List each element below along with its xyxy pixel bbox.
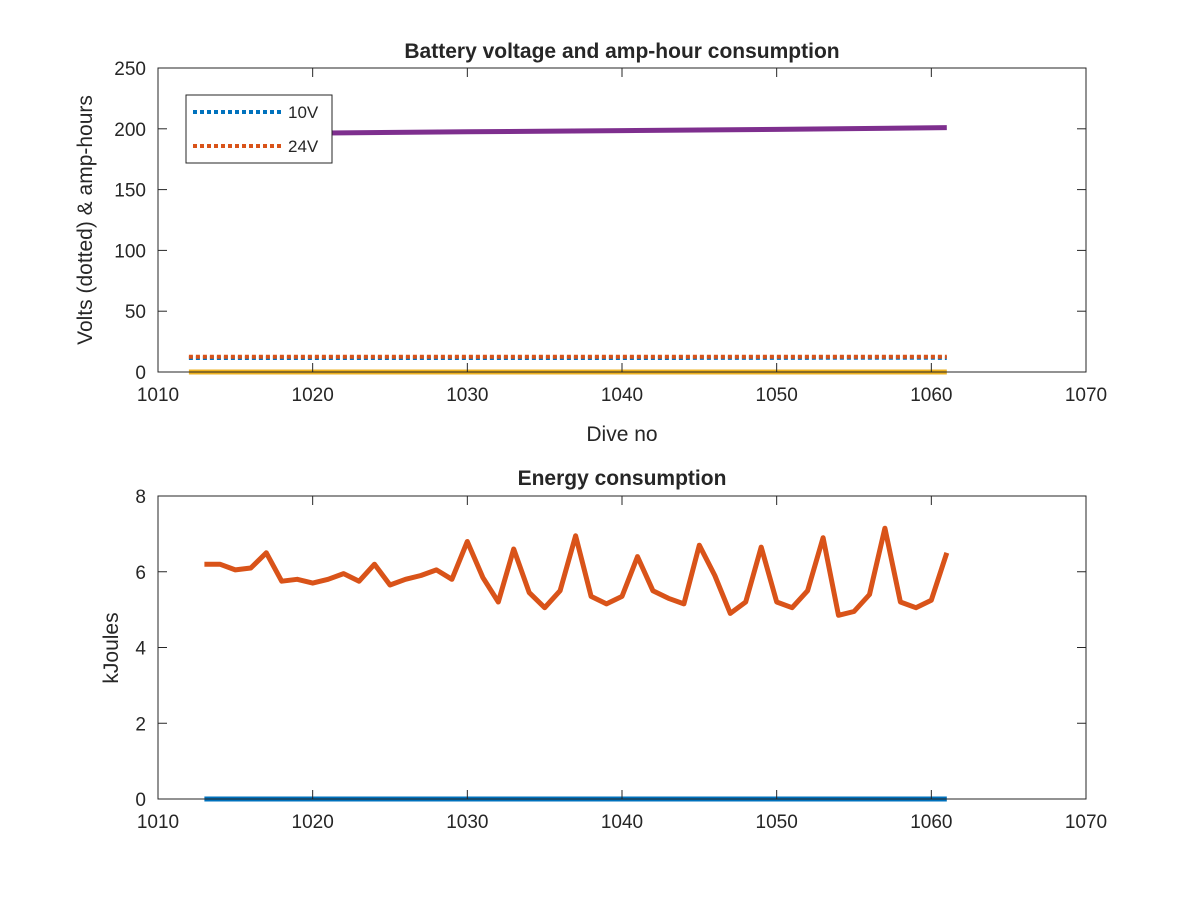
energy-x-tick-label: 1070 (1065, 812, 1107, 833)
voltage-y-tick-label: 0 (135, 363, 146, 384)
voltage-y-tick-label: 50 (125, 302, 146, 323)
voltage-x-tick-label: 1030 (446, 385, 488, 406)
voltage-x-tick-label: 1060 (910, 385, 952, 406)
voltage-ticks: 1010 1020 1030 1040 1050 1060 1070 0 50 100 150 200… (114, 59, 1107, 406)
voltage-y-tick-label: 200 (114, 120, 146, 141)
voltage-x-tick-label: 1050 (756, 385, 798, 406)
voltage-y-axis-label: Volts (dotted) & amp-hours (74, 95, 97, 345)
energy-y-tick-label: 8 (135, 487, 146, 508)
voltage-x-tick-label: 1040 (601, 385, 643, 406)
legend-label-10v: 10V (288, 103, 319, 122)
energy-y-tick-label: 2 (135, 714, 146, 735)
legend-label-24v: 24V (288, 137, 319, 156)
energy-x-tick-label: 1020 (292, 812, 334, 833)
voltage-x-tick-label: 1070 (1065, 385, 1107, 406)
energy-series-line-0 (204, 525, 950, 618)
voltage-y-tick-label: 150 (114, 181, 146, 202)
energy-x-tick-label: 1050 (756, 812, 798, 833)
voltage-y-tick-label: 250 (114, 59, 146, 80)
energy-x-tick-label: 1060 (910, 812, 952, 833)
energy-y-axis-label: kJoules (100, 612, 123, 683)
voltage-x-axis-label: Dive no (586, 423, 657, 446)
energy-chart-title: Energy consumption (518, 467, 727, 490)
voltage-axes: Battery voltage and amp-hour consumption… (74, 40, 1107, 446)
voltage-x-tick-label: 1010 (137, 385, 179, 406)
energy-y-tick-label: 6 (135, 563, 146, 584)
voltage-x-tick-label: 1020 (292, 385, 334, 406)
voltage-legend: 10V 24V (185, 94, 333, 164)
energy-x-tick-label: 1010 (137, 812, 179, 833)
energy-x-tick-label: 1040 (601, 812, 643, 833)
voltage-y-tick-label: 100 (114, 241, 146, 262)
legend-box (185, 94, 333, 164)
energy-y-tick-label: 0 (135, 790, 146, 811)
energy-x-tick-label: 1030 (446, 812, 488, 833)
voltage-chart-title: Battery voltage and amp-hour consumption (404, 40, 839, 63)
energy-ticks: 1010 1020 1030 1040 1050 1060 1070 0 2 4 6 8 (135, 487, 1107, 833)
energy-axes: Energy consumption kJoules 1010 1020 1030 1… (100, 467, 1107, 833)
energy-y-tick-label: 4 (135, 639, 146, 660)
